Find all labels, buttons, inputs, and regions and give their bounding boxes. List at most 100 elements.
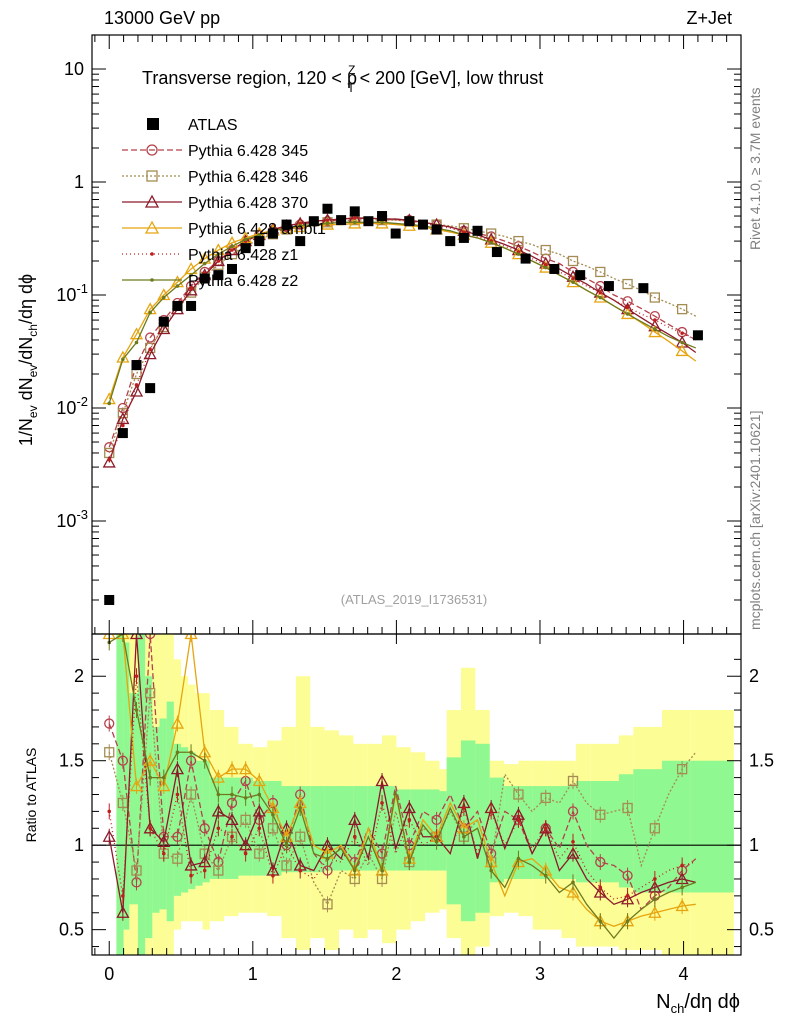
ratio-point-z2 bbox=[516, 856, 521, 861]
series-point-z2 bbox=[489, 240, 493, 245]
legend-marker-z1 bbox=[150, 252, 154, 256]
ratio-point-p346 bbox=[622, 802, 633, 814]
ratio-point-p346 bbox=[104, 747, 115, 758]
ratio-point-z2 bbox=[680, 885, 684, 890]
ratio-point-p346 bbox=[676, 764, 688, 775]
ratio-point-z2 bbox=[380, 868, 384, 873]
x-tick-label: 0 bbox=[104, 964, 114, 984]
ratio-band-green bbox=[618, 774, 634, 888]
ratio-point-p370 bbox=[170, 762, 185, 775]
legend-label-z2: Pythia 6.428 z2 bbox=[188, 273, 298, 290]
ratio-point-z1 bbox=[380, 801, 384, 805]
series-point-z2 bbox=[257, 233, 262, 237]
atlas-data-point bbox=[390, 228, 401, 239]
series-point-z2 bbox=[571, 280, 575, 284]
ratio-point-z2 bbox=[434, 840, 439, 844]
series-point-z1 bbox=[121, 423, 125, 428]
series-point-ambt1 bbox=[620, 307, 635, 320]
x-tick-label: 3 bbox=[535, 964, 545, 984]
ratio-point-z2 bbox=[625, 919, 630, 924]
ratio-band-green bbox=[129, 693, 138, 905]
ratio-point-ambt1 bbox=[170, 716, 185, 729]
y-tick-label: 10 bbox=[64, 59, 84, 79]
ratio-point-p346 bbox=[131, 865, 142, 876]
legend-label-ambt1: Pythia 6.428 ambt1 bbox=[188, 221, 326, 238]
ratio-point-z2 bbox=[598, 919, 603, 924]
legend-label-atlas: ATLAS bbox=[188, 117, 238, 134]
series-point-z2 bbox=[653, 327, 657, 331]
ratio-band-green bbox=[202, 760, 210, 883]
ratio-band-green bbox=[123, 642, 130, 930]
atlas-data-point bbox=[458, 232, 469, 243]
ratio-point-z1 bbox=[257, 826, 262, 831]
ratio-point-z2 bbox=[543, 873, 548, 878]
ratio-point-z2 bbox=[257, 792, 262, 797]
ratio-point-z1 bbox=[161, 851, 166, 856]
ratio-point-p345 bbox=[622, 870, 633, 881]
ratio-point-z1 bbox=[352, 834, 357, 839]
series-point-z2 bbox=[352, 220, 357, 225]
ratio-point-z2 bbox=[653, 897, 657, 902]
atlas-data-point bbox=[199, 273, 210, 284]
ratio-band-green bbox=[425, 789, 440, 871]
atlas-data-point bbox=[363, 216, 374, 227]
y-axis-label: 1/Nev dNev/dNch/dη dϕ bbox=[16, 274, 40, 446]
ratio-tick-label-left: 2 bbox=[74, 666, 84, 686]
ratio-band-green bbox=[590, 780, 619, 883]
ratio-point-p346 bbox=[254, 848, 265, 859]
ratio-point-p370 bbox=[116, 905, 130, 918]
ratio-point-z2 bbox=[148, 775, 152, 780]
series-point-p346 bbox=[622, 278, 633, 290]
series-point-p346 bbox=[540, 244, 551, 256]
ratio-band-green bbox=[281, 786, 296, 873]
ratio-band-green bbox=[662, 760, 691, 893]
ratio-tick-label-right: 1 bbox=[749, 835, 759, 855]
ratio-line-z2 bbox=[108, 634, 696, 940]
ratio-point-z1 bbox=[298, 868, 302, 873]
series-point-z1 bbox=[230, 248, 234, 252]
chart-title-suffix: < 200 [GeV], low thrust bbox=[355, 68, 544, 88]
collision-label: 13000 GeV pp bbox=[104, 8, 220, 28]
ratio-point-p346 bbox=[172, 853, 183, 864]
atlas-data-point bbox=[549, 263, 560, 274]
series-point-p370 bbox=[184, 283, 198, 296]
series-point-ambt1 bbox=[116, 350, 130, 363]
ratio-band-green bbox=[575, 780, 591, 883]
ratio-point-z2 bbox=[325, 856, 330, 861]
ratio-point-p370 bbox=[211, 804, 225, 817]
atlas-data-point bbox=[117, 428, 128, 439]
series-point-p370 bbox=[143, 347, 157, 360]
ratio-point-z2 bbox=[243, 796, 248, 800]
series-line-z2 bbox=[108, 221, 697, 404]
ratio-point-p345 bbox=[145, 634, 156, 640]
ratio-line-z1 bbox=[108, 676, 696, 900]
ratio-point-z1 bbox=[489, 809, 493, 814]
ratio-point-z2 bbox=[284, 843, 289, 847]
atlas-data-point bbox=[603, 281, 614, 292]
series-point-z2 bbox=[107, 401, 112, 406]
legend-marker-atlas bbox=[147, 118, 159, 130]
ratio-point-p345 bbox=[376, 848, 388, 859]
series-point-z2 bbox=[121, 357, 125, 362]
legend-label-p346: Pythia 6.428 346 bbox=[188, 169, 308, 186]
ratio-point-z2 bbox=[407, 860, 412, 864]
series-point-z1 bbox=[134, 383, 139, 387]
series-point-z1 bbox=[680, 331, 684, 335]
series-point-p370 bbox=[157, 322, 171, 335]
ratio-point-p346 bbox=[649, 823, 660, 834]
ratio-point-ambt1 bbox=[129, 779, 144, 792]
ratio-band-green bbox=[188, 752, 196, 890]
series-point-ambt1 bbox=[129, 327, 144, 340]
ratio-point-p370 bbox=[129, 634, 144, 640]
ratio-point-z1 bbox=[148, 826, 152, 831]
ratio-tick-label-right: 1.5 bbox=[749, 751, 774, 771]
series-point-p370 bbox=[225, 243, 239, 256]
ratio-band-green bbox=[116, 634, 124, 955]
x-axis-label: Nch/dη dϕ bbox=[656, 991, 740, 1016]
series-point-z2 bbox=[625, 312, 630, 316]
atlas-data-point bbox=[295, 236, 306, 247]
series-line-p345 bbox=[108, 217, 697, 448]
ratio-band-green bbox=[439, 791, 447, 871]
series-point-z2 bbox=[216, 252, 221, 256]
legend-marker-p346 bbox=[146, 170, 158, 182]
